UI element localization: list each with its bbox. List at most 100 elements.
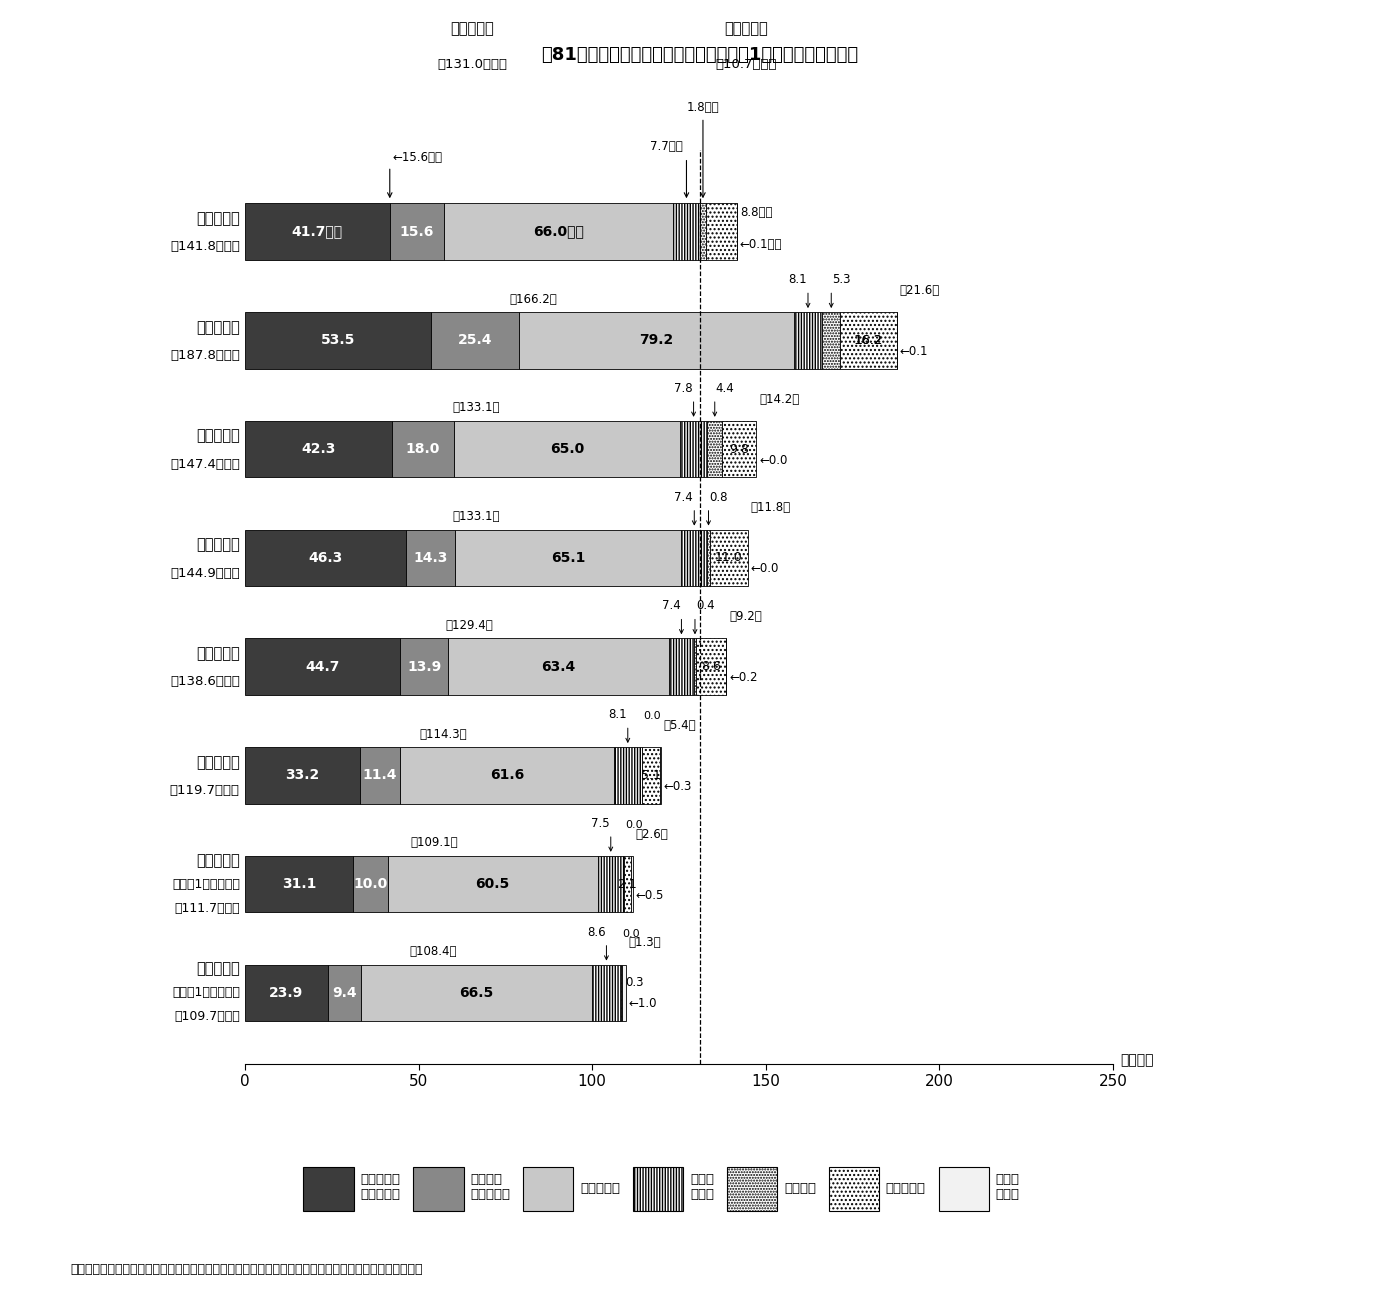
Text: （109.1）: （109.1） [410,837,458,850]
Text: （144.9千円）: （144.9千円） [169,566,239,579]
Text: 65.0: 65.0 [550,442,584,457]
Bar [245,746,360,804]
Text: 7.7千円: 7.7千円 [650,141,683,154]
Text: 63.4: 63.4 [542,659,575,673]
Text: （人口1万人未満）: （人口1万人未満） [172,987,239,1000]
Text: 53.5: 53.5 [321,333,356,347]
Bar [680,420,707,478]
Text: 15.6: 15.6 [399,224,434,239]
Text: 特　例　市: 特 例 市 [196,538,239,552]
Text: 小　都　市: 小 都 市 [196,754,239,770]
Bar [400,746,613,804]
Text: 0.0: 0.0 [643,711,661,720]
Text: ←15.6千円: ←15.6千円 [392,151,442,164]
Text: （166.2）: （166.2） [510,292,557,305]
Bar [392,420,455,478]
Text: （114.3）: （114.3） [420,728,468,741]
Text: （131.0千円）: （131.0千円） [437,57,507,70]
Text: ←0.1千円: ←0.1千円 [739,239,783,251]
Bar [822,312,840,368]
Text: 普　通　税: 普 通 税 [451,21,494,37]
Bar [706,204,736,260]
Text: （187.8千円）: （187.8千円） [169,350,239,361]
Bar [641,746,659,804]
Bar [669,638,694,694]
Text: 16.2: 16.2 [855,334,882,347]
Bar [444,204,673,260]
Text: 7.5: 7.5 [591,817,610,830]
Text: 11.4: 11.4 [363,769,398,783]
Text: 市町村合計: 市町村合計 [196,211,239,226]
Text: 66.5: 66.5 [459,985,493,1000]
Text: 31.1: 31.1 [281,877,316,891]
Bar [389,204,444,260]
Bar [700,204,706,260]
Text: 9.8: 9.8 [729,442,749,455]
Text: 2.1: 2.1 [617,878,637,890]
Text: （11.8）: （11.8） [750,501,791,514]
Bar [360,746,400,804]
Bar [245,312,431,368]
Text: 5.1: 5.1 [641,769,661,782]
Bar [328,964,361,1021]
Bar [682,530,707,586]
Bar [598,856,624,912]
Text: （注）　「市町村合計」とは、大都市、中核市、特例市、中都市、小都市及び町村の単純合計額である。: （注） 「市町村合計」とは、大都市、中核市、特例市、中都市、小都市及び町村の単純… [70,1263,423,1276]
Text: 中　核　市: 中 核 市 [196,428,239,444]
Bar [707,530,710,586]
Text: 町　　　村: 町 村 [196,962,239,976]
Text: 66.0千円: 66.0千円 [533,224,584,239]
Text: （138.6千円）: （138.6千円） [169,676,239,688]
Text: 0.4: 0.4 [696,599,714,612]
Text: 目　的　税: 目 的 税 [724,21,769,37]
Text: 9.4: 9.4 [332,985,357,1000]
Text: 8.6: 8.6 [700,660,721,673]
Text: （14.2）: （14.2） [759,393,799,406]
Text: （人口1万人以上）: （人口1万人以上） [172,878,239,890]
Bar [592,964,622,1021]
Bar [245,964,328,1021]
Bar [631,856,633,912]
Text: （21.6）: （21.6） [900,284,939,298]
Text: 60.5: 60.5 [476,877,510,891]
Text: （1.3）: （1.3） [629,937,661,950]
Text: （141.8千円）: （141.8千円） [169,240,239,253]
Text: （9.2）: （9.2） [729,611,762,624]
Text: 8.1: 8.1 [788,273,806,286]
Text: 42.3: 42.3 [301,442,336,457]
Text: 41.7千円: 41.7千円 [291,224,343,239]
Bar [448,638,669,694]
Text: ←0.1: ←0.1 [900,345,928,358]
Text: 18.0: 18.0 [406,442,441,457]
Bar [431,312,519,368]
Bar [406,530,455,586]
Bar [623,964,626,1021]
Text: 0.3: 0.3 [626,976,644,988]
Text: 33.2: 33.2 [286,769,319,783]
Bar [245,420,392,478]
Text: 町　　　村: 町 村 [196,852,239,868]
Text: ←0.2: ←0.2 [729,671,757,684]
Text: （133.1）: （133.1） [452,510,500,523]
Bar [245,530,406,586]
Text: 14.3: 14.3 [413,551,448,565]
Bar [794,312,822,368]
Bar [361,964,592,1021]
Bar [245,204,389,260]
Bar [353,856,388,912]
Text: ←0.0: ←0.0 [750,562,780,576]
Text: ←0.0: ←0.0 [759,454,788,466]
Text: 13.9: 13.9 [407,659,441,673]
Text: ←0.3: ←0.3 [664,780,692,792]
Text: 第81図　団体規模別地方税の構造（人口1人当たりの地方税）: 第81図 団体規模別地方税の構造（人口1人当たりの地方税） [542,46,858,64]
Legend: 個人市町村
村　民　税, 法人市町
村　民　税, 固定資産税, 普通税
その他, 事業所税, 都市計画税, 目的税
その他: 個人市町村 村 民 税, 法人市町 村 民 税, 固定資産税, 普通税 その他,… [298,1161,1025,1216]
Bar [613,746,641,804]
Text: 7.4: 7.4 [662,599,680,612]
Text: （119.7千円）: （119.7千円） [169,784,239,797]
Text: （133.1）: （133.1） [452,402,500,415]
Bar [455,420,680,478]
Bar [624,856,631,912]
Text: （108.4）: （108.4） [409,945,456,958]
Bar [245,638,400,694]
Text: 8.8千円: 8.8千円 [739,206,773,218]
